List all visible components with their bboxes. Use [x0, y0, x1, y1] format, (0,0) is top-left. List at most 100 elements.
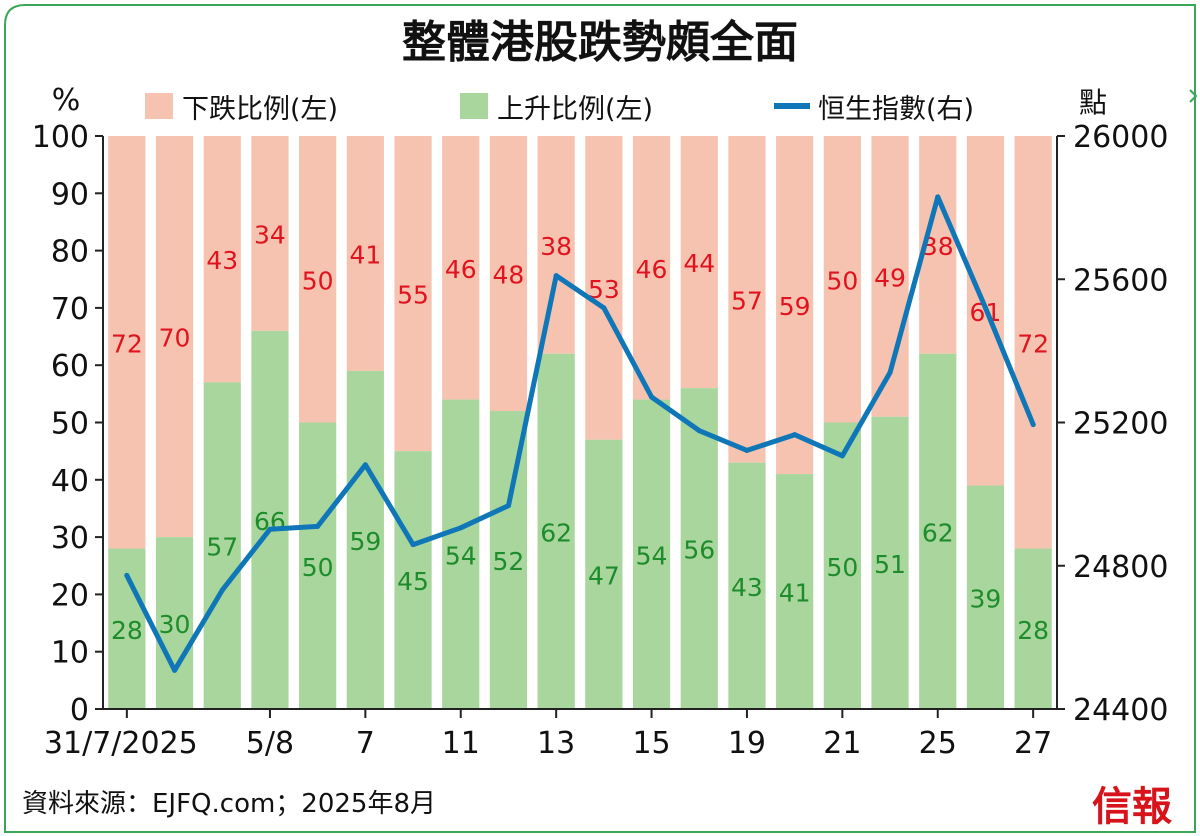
- bar-down-12: [680, 136, 718, 389]
- right-axis-unit: 點: [1079, 86, 1107, 119]
- bar-up-19: [1014, 548, 1052, 709]
- bar-up-14: [776, 474, 814, 709]
- bar-down-9: [537, 136, 575, 354]
- index-line: [124, 194, 1036, 673]
- label-down-12: 44: [683, 249, 715, 278]
- bar-down-6: [394, 136, 432, 452]
- bar-up-13: [728, 462, 766, 709]
- bar-up-4: [299, 422, 337, 709]
- label-up-7: 54: [445, 541, 477, 570]
- bar-down-11: [632, 136, 671, 400]
- label-down-3: 34: [254, 220, 286, 249]
- index-point-13: [744, 447, 750, 453]
- bar-down-0: [108, 136, 146, 549]
- legend: 下跌比例(左) 上升比例(左) 恒生指數(右): [145, 93, 974, 125]
- bar-down-15: [823, 136, 861, 423]
- bar-down-8: [489, 136, 528, 412]
- label-up-1: 30: [159, 610, 191, 639]
- label-down-8: 48: [493, 261, 525, 290]
- x-tick-label-7: 21: [823, 726, 861, 761]
- source-note: 資料來源：EJFQ.com；2025年8月: [22, 789, 436, 819]
- x-tick-label-5: 15: [632, 726, 670, 761]
- index-point-7: [458, 525, 464, 531]
- label-down-16: 49: [874, 263, 906, 292]
- bar-up-6: [394, 451, 432, 709]
- bar-down-5: [346, 136, 384, 371]
- plot-area: 7228703043573466505041595545465448523862…: [32, 120, 1169, 761]
- bar-down-19: [1014, 136, 1052, 549]
- left-tick-label-1: 10: [51, 636, 89, 671]
- label-up-16: 51: [874, 550, 906, 579]
- index-point-18: [982, 305, 988, 311]
- label-up-4: 50: [302, 553, 334, 582]
- legend-label-line: 恒生指數(右): [818, 94, 974, 125]
- index-point-16: [887, 369, 893, 375]
- left-tick-label-8: 80: [51, 235, 89, 270]
- x-tick-label-3: 11: [442, 726, 480, 761]
- index-point-1: [172, 667, 178, 673]
- label-up-17: 62: [922, 518, 954, 547]
- logo: 信報: [1092, 784, 1172, 830]
- label-up-6: 45: [397, 567, 429, 596]
- bar-down-1: [155, 136, 194, 538]
- label-up-18: 39: [970, 584, 1002, 613]
- left-axis-unit: %: [52, 83, 81, 118]
- bar-down-3: [251, 136, 289, 331]
- label-down-7: 46: [445, 255, 477, 284]
- index-point-9: [553, 273, 559, 279]
- label-up-11: 54: [636, 541, 668, 570]
- left-tick-label-10: 100: [32, 120, 89, 155]
- label-down-9: 38: [540, 232, 572, 261]
- label-up-9: 62: [540, 518, 572, 547]
- label-down-11: 46: [636, 255, 668, 284]
- bar-up-3: [251, 330, 289, 709]
- label-up-8: 52: [493, 547, 525, 576]
- x-tick-label-4: 13: [537, 726, 575, 761]
- left-tick-label-7: 70: [51, 292, 89, 327]
- bar-down-13: [728, 136, 766, 463]
- legend-swatch-down: [145, 93, 173, 119]
- bar-up-8: [489, 411, 528, 709]
- x-tick-label-2: 7: [356, 726, 375, 761]
- left-tick-label-4: 40: [51, 464, 89, 499]
- bar-down-2: [203, 136, 241, 383]
- left-tick-label-6: 60: [51, 349, 89, 384]
- left-tick-label-5: 50: [51, 407, 89, 442]
- index-point-4: [315, 523, 321, 529]
- index-point-0: [124, 572, 130, 578]
- index-point-15: [839, 453, 845, 459]
- label-down-1: 70: [159, 324, 191, 353]
- label-down-2: 43: [206, 246, 238, 275]
- index-point-10: [601, 305, 607, 311]
- bar-up-1: [155, 537, 194, 709]
- bar-down-7: [442, 136, 480, 400]
- index-point-19: [1030, 422, 1036, 428]
- bar-up-10: [585, 439, 623, 709]
- x-tick-label-6: 19: [728, 726, 766, 761]
- right-tick-label-4: 26000: [1073, 120, 1168, 155]
- label-down-0: 72: [111, 329, 143, 358]
- chart-title: 整體港股跌勢頗全面: [402, 17, 798, 68]
- frame-corner-mark: [1189, 89, 1198, 103]
- bar-up-9: [537, 353, 575, 709]
- x-tick-label-8: 25: [919, 726, 957, 761]
- label-up-19: 28: [1017, 616, 1049, 645]
- bar-down-4: [299, 136, 337, 423]
- label-up-5: 59: [349, 527, 381, 556]
- right-tick-label-0: 24400: [1073, 693, 1168, 728]
- label-down-4: 50: [302, 266, 334, 295]
- label-down-19: 72: [1017, 329, 1049, 358]
- bar-up-12: [680, 388, 718, 709]
- index-point-2: [219, 587, 225, 593]
- label-up-10: 47: [588, 561, 620, 590]
- bar-up-2: [203, 382, 241, 709]
- legend-label-down: 下跌比例(左): [182, 94, 338, 125]
- x-tick-label-9: 27: [1014, 726, 1052, 761]
- bar-up-15: [823, 422, 861, 709]
- label-up-13: 43: [731, 573, 763, 602]
- right-tick-label-1: 24800: [1073, 550, 1168, 585]
- bar-up-7: [442, 399, 480, 709]
- left-tick-label-0: 0: [70, 693, 89, 728]
- label-up-2: 57: [206, 533, 238, 562]
